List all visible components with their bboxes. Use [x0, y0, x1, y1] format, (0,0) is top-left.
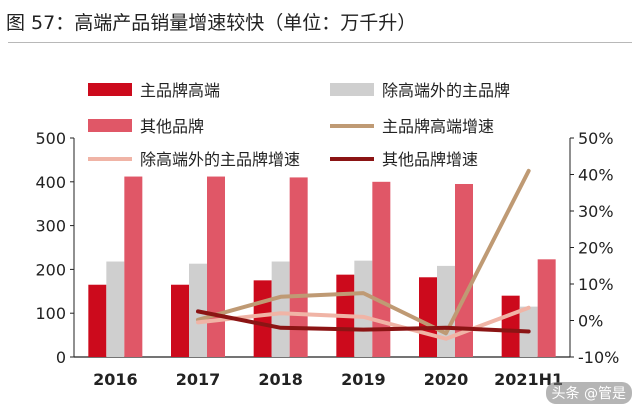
bar-other-brand [124, 176, 143, 357]
figure-header: 图 57：高端产品销量增速较快（单位：万千升） [0, 0, 640, 44]
bar-main-brand [501, 295, 520, 357]
x-tick-label: 2021H1 [494, 370, 563, 389]
bar-other-main [106, 261, 125, 357]
x-tick-label: 2016 [93, 370, 138, 389]
legend-swatch-other-main [330, 83, 374, 96]
right-tick-label: 30% [578, 202, 614, 221]
bar-other-brand [372, 181, 391, 357]
left-tick-label: 300 [35, 217, 66, 236]
legend-label: 除高端外的主品牌增速 [140, 150, 300, 169]
bar-main-brand [253, 280, 272, 357]
x-tick-label: 2018 [258, 370, 303, 389]
x-tick-label: 2020 [424, 370, 469, 389]
bar-other-main [271, 261, 290, 357]
bar-other-brand [537, 259, 556, 357]
bar-other-main [354, 260, 373, 357]
legend-label: 主品牌高端增速 [382, 117, 494, 136]
left-tick-label: 400 [35, 173, 66, 192]
right-tick-label: 50% [578, 129, 614, 148]
legend-label: 除高端外的主品牌 [382, 81, 510, 100]
line-main-growth [196, 168, 531, 336]
right-tick-label: 40% [578, 166, 614, 185]
bar-main-brand [419, 277, 437, 357]
x-tick-label: 2019 [341, 370, 386, 389]
left-tick-label: 0 [56, 348, 66, 367]
axes-group: 0 100 200 300 400 500 -10% 0% 10% 20% 30% 40% 50% 201… [35, 129, 619, 389]
figure-title: 图 57：高端产品销量增速较快（单位：万千升） [6, 12, 417, 34]
legend-label: 其他品牌增速 [382, 150, 478, 169]
watermark: 头条 @管是 [545, 382, 632, 404]
right-tick-label: 10% [578, 275, 614, 294]
legend-swatch-main-brand [88, 83, 132, 96]
line-other-brand-growth [196, 309, 531, 334]
title-divider [8, 42, 632, 43]
bar-main-brand [171, 284, 189, 357]
left-tick-label: 100 [35, 304, 66, 323]
legend-label: 主品牌高端 [140, 81, 220, 100]
x-tick-label: 2017 [176, 370, 221, 389]
legend-swatch-other-brand [88, 119, 132, 132]
bar-main-brand [88, 284, 107, 357]
right-tick-label: 0% [578, 312, 603, 331]
bar-other-main [437, 265, 455, 357]
right-tick-label: 20% [578, 239, 614, 258]
legend-label: 其他品牌 [140, 117, 204, 136]
left-tick-label: 500 [35, 129, 66, 148]
bar-other-brand [207, 176, 225, 357]
bar-other-brand [455, 183, 473, 357]
left-tick-label: 200 [35, 260, 66, 279]
growth-lines-group [196, 168, 531, 341]
right-tick-label: -10% [578, 348, 619, 367]
